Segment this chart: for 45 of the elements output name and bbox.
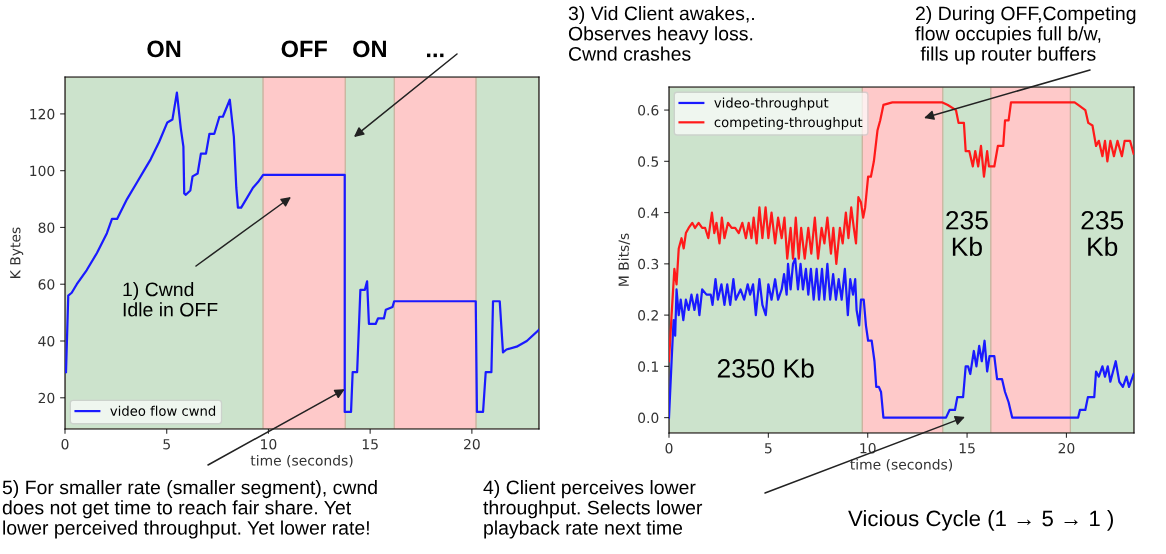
y-tick-label: 0.6 <box>638 105 659 116</box>
y-tick-label: 0.2 <box>638 310 658 321</box>
x-tick-label: 20 <box>1058 442 1075 454</box>
band-label: ON <box>353 40 386 58</box>
y-tick-label: 20 <box>38 392 55 404</box>
line-series <box>669 257 1134 419</box>
y-tick-label: 0.5 <box>638 156 659 167</box>
line-series <box>65 91 539 414</box>
legend-label: video flow cwnd <box>110 405 216 416</box>
band-label: 2350 Kb <box>717 358 814 378</box>
legend-label: video-throughput <box>714 97 829 111</box>
y-tick-label: 80 <box>38 222 55 233</box>
band-label: 235 Kb <box>946 210 988 257</box>
annotation: 1) Cwnd Idle in OFF <box>123 282 218 317</box>
x-tick-label: 20 <box>464 438 480 450</box>
annotation: 5) For smaller rate (smaller segment), cwnd does not get time to reach fair share. Yet lower perceived throughput. Yet lower rate! <box>2 480 377 539</box>
x-axis-title: time (seconds) <box>250 454 353 468</box>
y-tick-label: 0.4 <box>638 207 659 219</box>
x-tick-label: 10 <box>860 442 876 454</box>
x-tick-label: 15 <box>362 439 378 450</box>
band-label: ... <box>427 53 444 58</box>
y-axis-title: K Bytes <box>10 227 24 278</box>
legend-label: competing-throughput <box>714 116 863 130</box>
x-axis-title: time (seconds) <box>850 458 953 472</box>
y-tick-label: 100 <box>30 165 55 177</box>
y-tick-label: 40 <box>38 335 55 347</box>
y-tick-label: 60 <box>38 279 55 290</box>
text: Vicious Cycle (1 → 5 → 1 ) <box>848 510 1113 531</box>
y-tick-label: 0.3 <box>638 258 659 270</box>
x-tick-label: 5 <box>765 443 772 454</box>
text: 2) During OFF,Competing flow occupies full b/w, fills up router buffers <box>915 6 1136 65</box>
x-tick-label: 10 <box>261 438 277 450</box>
y-tick-label: 0.0 <box>638 412 659 424</box>
x-tick-label: 0 <box>665 442 673 454</box>
band-label: OFF <box>281 40 327 58</box>
x-tick-label: 5 <box>163 439 170 450</box>
x-tick-label: 15 <box>959 443 975 454</box>
band-label: ON <box>147 40 181 58</box>
text: 4) Client perceives lower throughput. Selects lower playback rate next time <box>483 480 703 539</box>
y-axis-title: M Bits/s <box>618 233 631 286</box>
y-tick-label: 120 <box>30 108 55 120</box>
x-tick-label: 0 <box>61 438 69 450</box>
band-label: 235 Kb <box>1081 210 1124 257</box>
text: 3) Vid Client awakes,. Observes heavy loss. Cwnd crashes <box>568 6 754 61</box>
y-tick-label: 0.1 <box>638 361 658 372</box>
